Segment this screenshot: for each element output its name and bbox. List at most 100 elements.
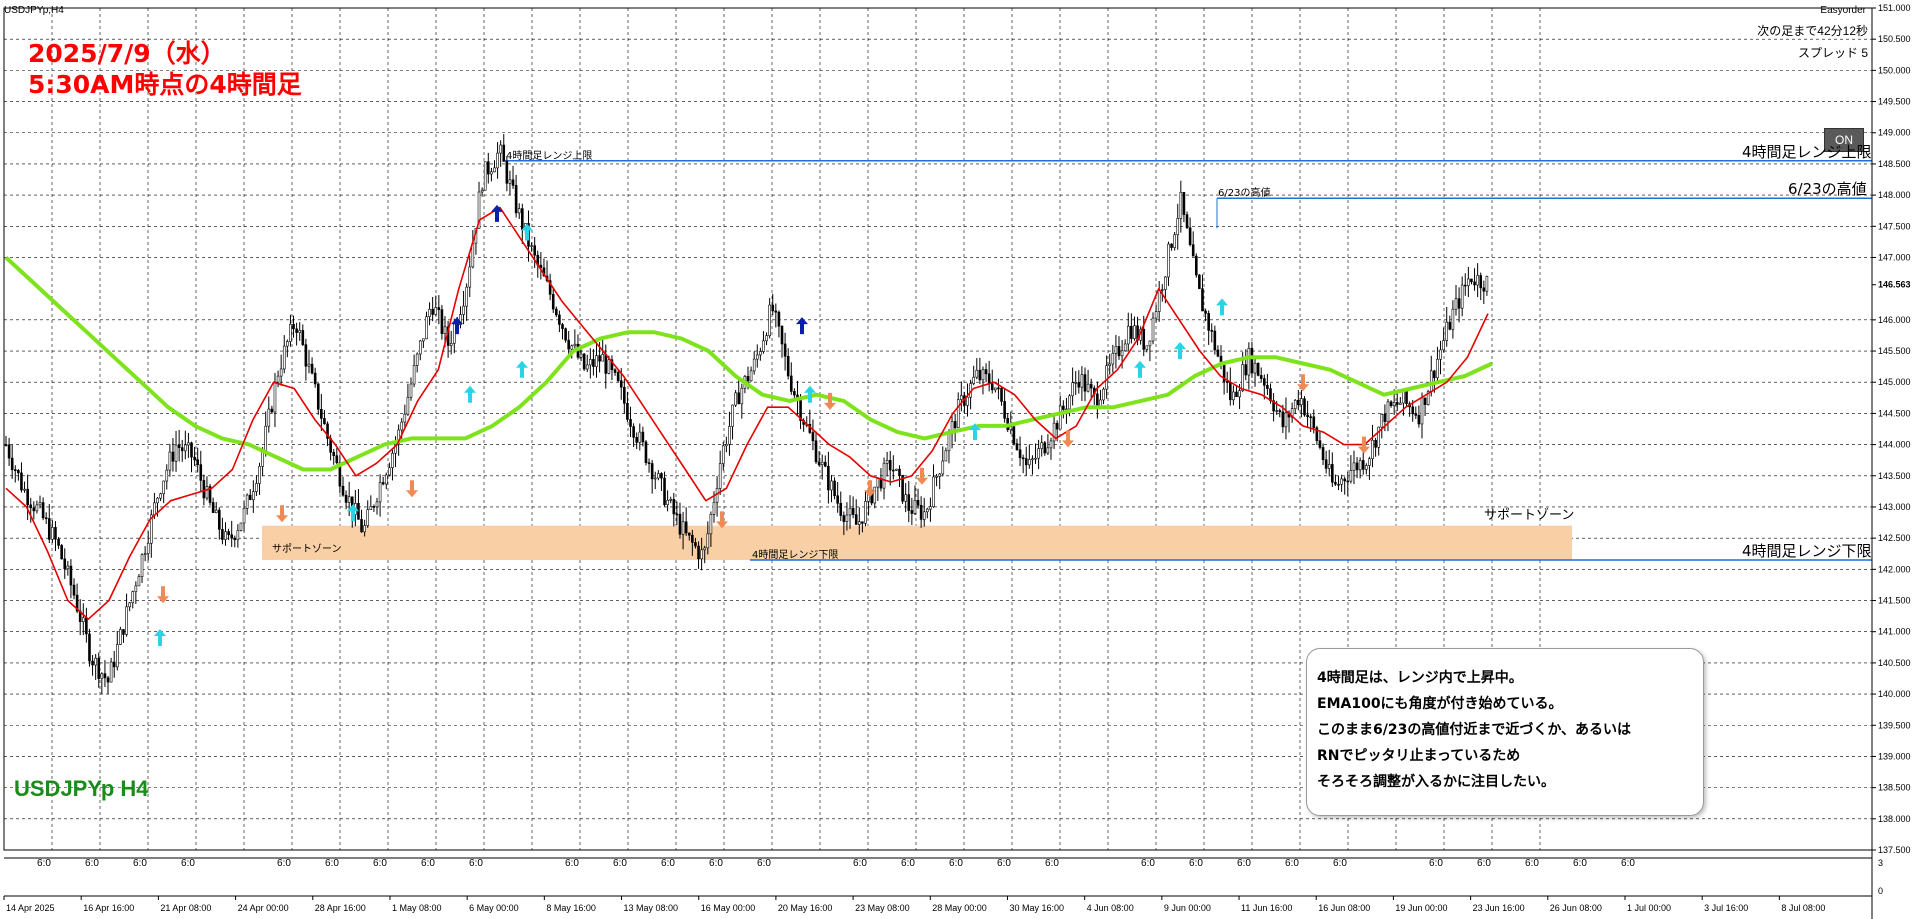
candle-body: [1402, 391, 1405, 404]
buy-arrow: [969, 423, 981, 441]
candle: [873, 486, 877, 509]
candle-body: [616, 372, 620, 382]
candle-body: [307, 363, 311, 367]
candle-body: [1253, 362, 1257, 374]
candle-body: [700, 549, 703, 560]
candle-body: [47, 518, 51, 540]
candle: [1470, 278, 1473, 285]
candle-body: [539, 264, 543, 269]
candle: [981, 366, 985, 395]
candle-body: [777, 311, 781, 327]
candle-body: [607, 359, 611, 374]
candle: [1293, 398, 1297, 415]
date-label: 13 May 08:00: [624, 903, 679, 913]
candle-body: [384, 474, 388, 485]
candle-body: [1250, 347, 1254, 374]
candle: [765, 332, 768, 346]
candle: [190, 441, 193, 473]
candle: [929, 497, 932, 522]
on-button[interactable]: ON: [1824, 128, 1864, 152]
candle: [1414, 406, 1418, 419]
candle-body: [895, 468, 898, 471]
comment-line: 4時間足は、レンジ内で上昇中。: [1317, 670, 1523, 686]
candle: [1089, 378, 1093, 399]
candle-body: [817, 461, 821, 465]
candle-body: [589, 359, 592, 366]
candle-body: [1383, 413, 1387, 422]
candle-body: [898, 468, 901, 476]
candle-body: [1198, 274, 1201, 289]
candle-body: [997, 387, 1000, 390]
candle: [768, 298, 771, 339]
candle: [613, 368, 617, 376]
candle-body: [1405, 391, 1408, 404]
candle: [737, 380, 741, 405]
candle: [508, 170, 512, 196]
candle: [357, 489, 360, 520]
buy-arrow: [796, 317, 808, 335]
down-arrow-icon: [864, 480, 876, 498]
candle-body: [248, 494, 252, 500]
time-title: 5:30AM時点の4時間足: [28, 70, 302, 99]
candle: [953, 413, 957, 442]
candle-body: [1037, 448, 1040, 459]
candle-body: [313, 372, 317, 385]
candle: [366, 500, 370, 528]
candle: [1266, 373, 1269, 396]
buy-arrow: [451, 317, 463, 335]
candle: [558, 310, 561, 333]
sell-arrow: [1062, 430, 1074, 448]
date-label: 4 Jun 08:00: [1087, 903, 1134, 913]
candle: [187, 432, 190, 458]
candle-body: [1399, 402, 1402, 405]
candle-body: [561, 324, 564, 329]
buy-arrow: [491, 204, 503, 222]
candle: [935, 473, 938, 487]
candle-body: [1123, 343, 1127, 352]
candle: [1216, 345, 1220, 358]
candle: [391, 448, 394, 481]
candle-body: [672, 499, 676, 515]
candle: [1176, 203, 1180, 250]
candle: [786, 348, 790, 380]
candle-body: [1145, 345, 1149, 350]
candle: [916, 488, 920, 509]
session-label: 6:0: [661, 858, 675, 869]
candle: [384, 472, 388, 490]
candle-body: [845, 514, 849, 522]
candle-body: [1142, 329, 1146, 350]
candle-body: [987, 373, 991, 384]
candle: [1024, 446, 1028, 476]
candle: [41, 497, 45, 521]
candle-body: [468, 266, 472, 288]
candle-body: [558, 314, 561, 325]
candle: [969, 379, 972, 410]
price-tick-label: 147.000: [1878, 252, 1911, 262]
candle-body: [177, 444, 181, 448]
candle: [1349, 455, 1353, 484]
candle-body: [51, 527, 54, 540]
candle-body: [551, 294, 555, 310]
candle-body: [103, 673, 107, 679]
candle: [211, 497, 215, 514]
candle: [1142, 315, 1146, 357]
candle: [214, 502, 218, 514]
candle: [162, 480, 165, 504]
date-label: 8 May 16:00: [546, 903, 596, 913]
session-label: 6:0: [1429, 858, 1443, 869]
candle-body: [1188, 227, 1192, 245]
easyorder-label[interactable]: Easyorder: [1820, 5, 1866, 16]
candle-body: [759, 351, 762, 356]
candle: [1371, 424, 1374, 468]
candle: [641, 426, 645, 447]
candle-body: [598, 355, 601, 362]
price-tick-label: 142.000: [1878, 564, 1911, 574]
candle: [1083, 367, 1087, 402]
price-tick-label: 138.500: [1878, 783, 1911, 793]
candle: [1210, 323, 1214, 343]
candle: [338, 455, 342, 494]
candle-body: [119, 629, 122, 645]
candle: [734, 390, 737, 408]
candle: [1334, 474, 1337, 487]
